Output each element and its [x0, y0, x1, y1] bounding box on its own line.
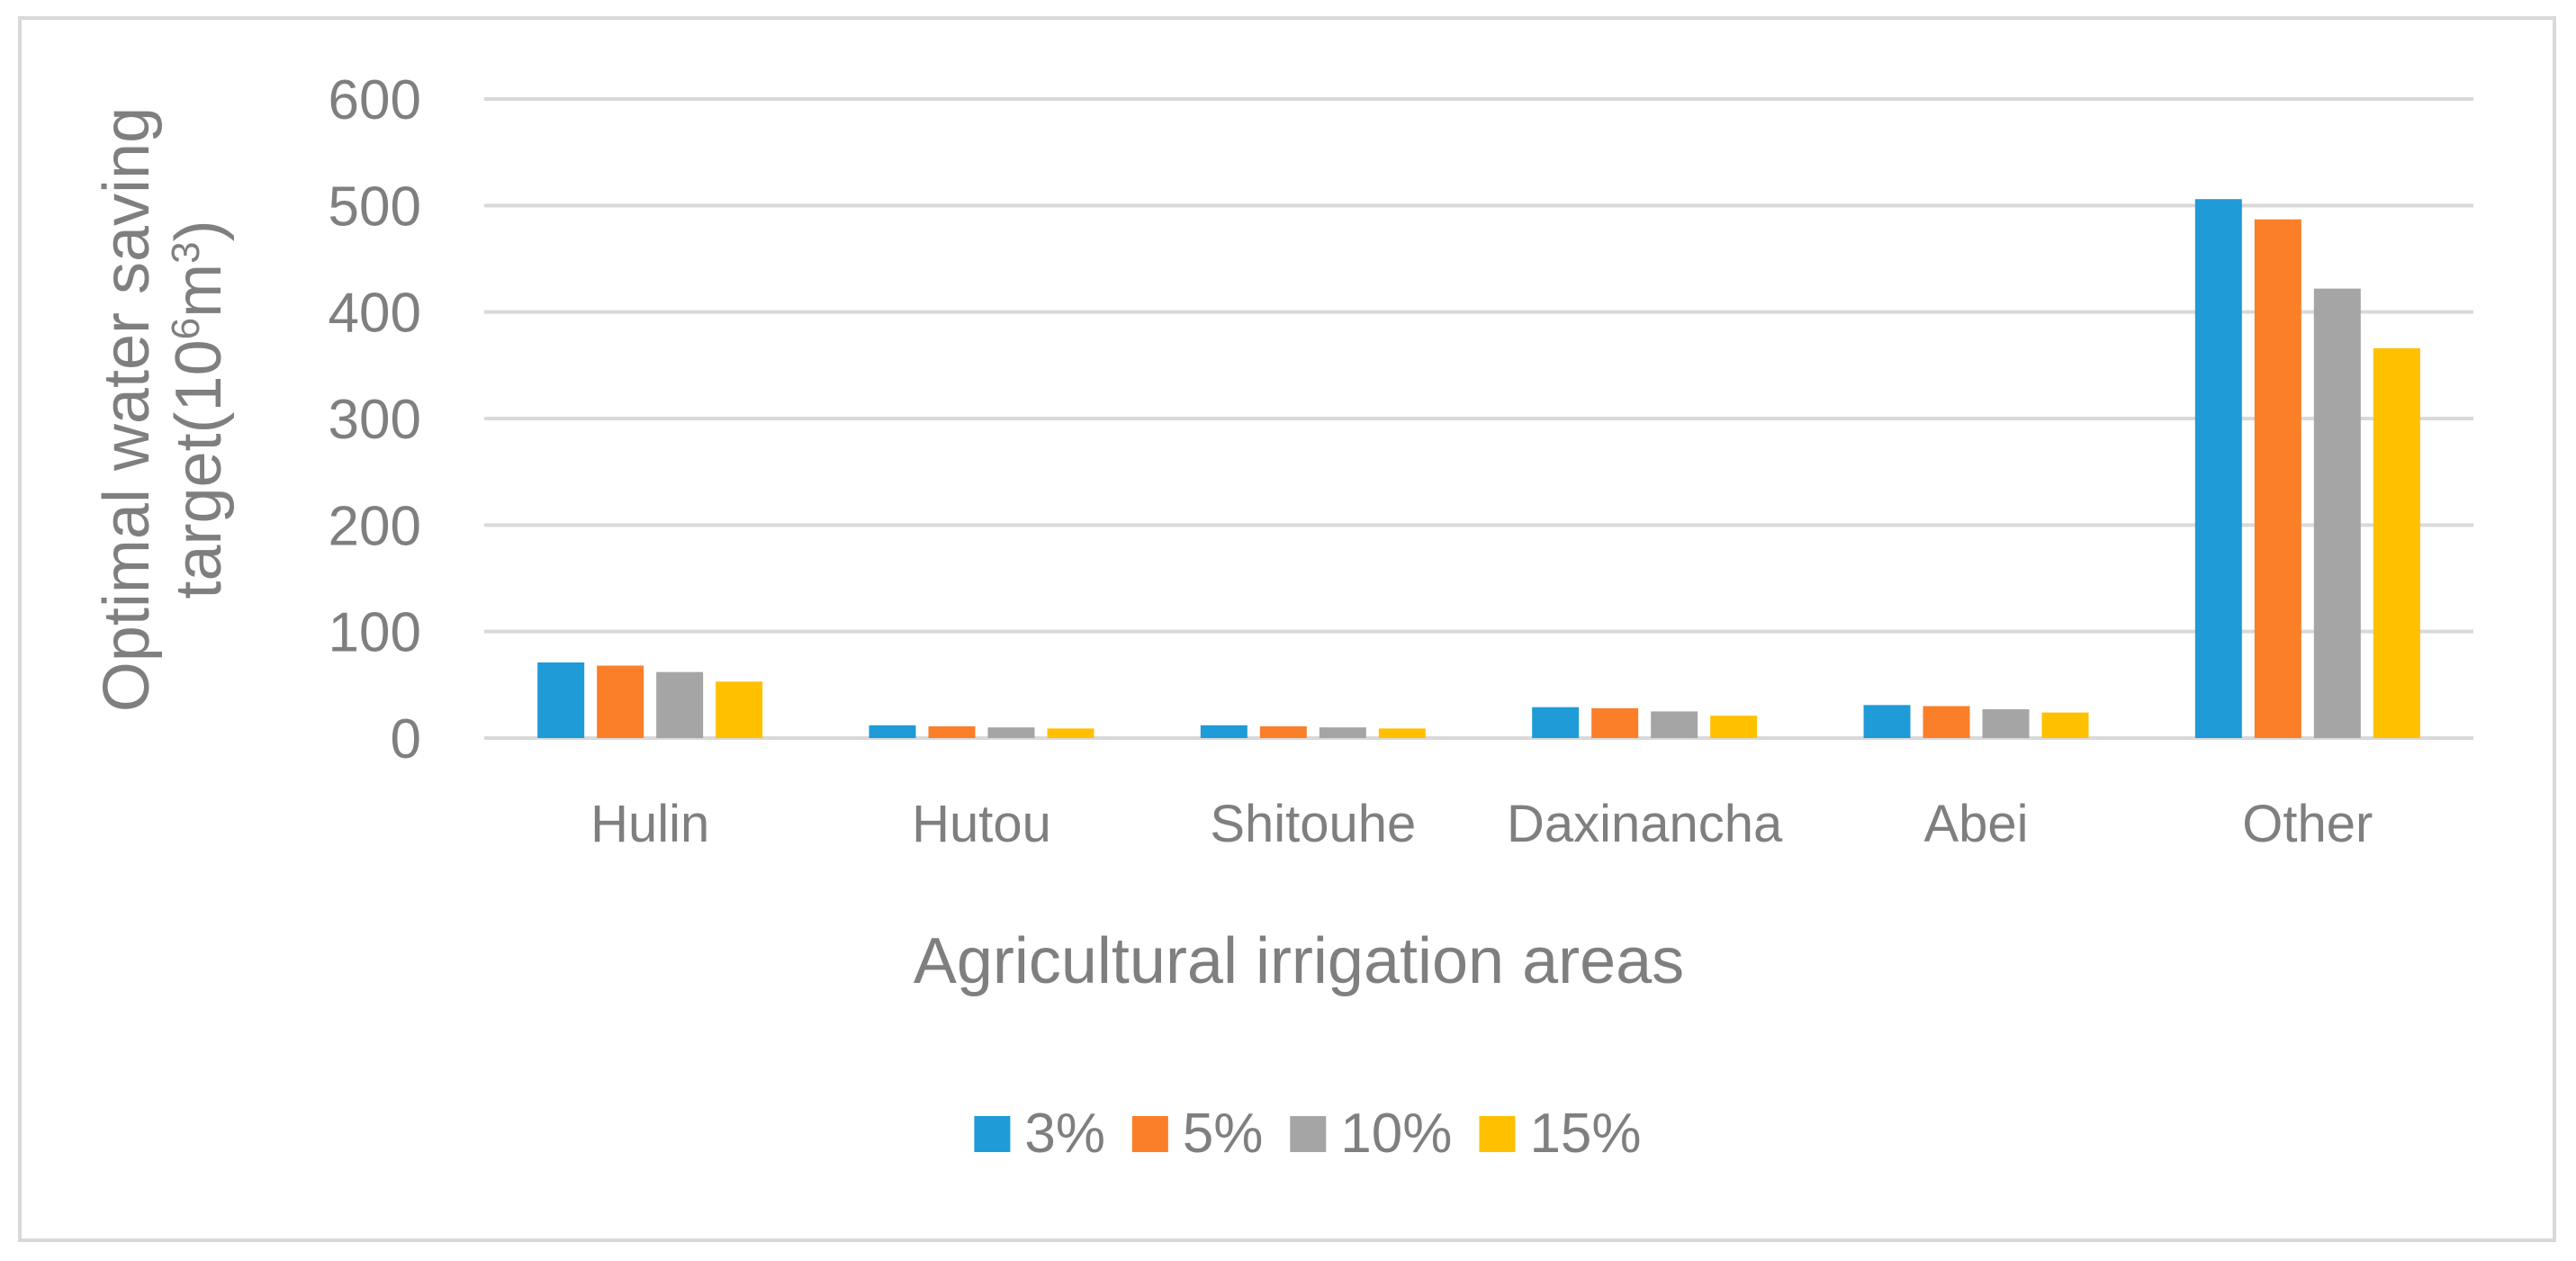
y-tick-label: 300 — [329, 389, 421, 451]
bar-shitouhe-10pct — [1319, 727, 1366, 738]
legend: 3% 5% 10% 15% — [974, 1103, 1642, 1165]
y-axis-title-suffix: ) — [163, 220, 235, 241]
x-category-label: Shitouhe — [1210, 795, 1416, 853]
bar-hutou-15pct — [1047, 728, 1094, 738]
y-axis-ticks: 0 100 200 300 400 500 600 — [329, 69, 421, 770]
y-axis-title-mid: m — [163, 264, 235, 318]
chart-frame — [18, 16, 2556, 1242]
bar-daxinancha-3pct — [1532, 707, 1580, 738]
bar-other-5pct — [2254, 219, 2301, 738]
legend-label: 5% — [1183, 1103, 1264, 1165]
bar-abei-5pct — [1923, 706, 1970, 738]
y-tick-label: 400 — [329, 283, 421, 345]
y-axis-title-prefix: target(10 — [163, 339, 235, 599]
bar-other-10pct — [2313, 288, 2361, 738]
y-axis-title-line1: Optimal water saving — [91, 107, 163, 712]
x-category-label: Abei — [1923, 795, 2028, 853]
bar-hulin-5pct — [597, 665, 644, 738]
bar-daxinancha-5pct — [1591, 707, 1639, 738]
bar-hutou-5pct — [928, 725, 976, 738]
x-category-label: Other — [2242, 795, 2373, 853]
y-axis-title-sup2: 3 — [164, 241, 208, 263]
y-tick-label: 500 — [329, 176, 421, 238]
y-tick-label: 200 — [329, 495, 421, 557]
bar-hulin-15pct — [716, 681, 763, 738]
bar-daxinancha-10pct — [1651, 711, 1698, 738]
y-axis-title-line2: target(106m3) — [163, 220, 235, 599]
legend-label: 3% — [1024, 1103, 1105, 1165]
bar-hulin-3pct — [537, 662, 585, 738]
bar-hulin-10pct — [656, 671, 704, 738]
bar-abei-3pct — [1863, 705, 1911, 738]
y-tick-label: 0 — [391, 708, 421, 770]
legend-swatch — [1131, 1116, 1168, 1152]
x-axis-categories: Hulin Hutou Shitouhe Daxinancha Abei Other — [590, 795, 2373, 853]
bar-hutou-3pct — [869, 725, 916, 738]
bar-shitouhe-15pct — [1378, 728, 1426, 738]
bar-hutou-10pct — [987, 727, 1035, 738]
legend-swatch — [1290, 1116, 1327, 1152]
x-axis-title: Agricultural irrigation areas — [914, 925, 1684, 997]
y-tick-label: 600 — [329, 69, 421, 131]
gridlines — [484, 97, 2473, 740]
bar-other-15pct — [2373, 347, 2420, 738]
bar-shitouhe-3pct — [1200, 725, 1247, 738]
bars — [537, 199, 2420, 738]
x-category-label: Daxinancha — [1507, 795, 1783, 853]
bar-other-3pct — [2194, 199, 2242, 738]
x-category-label: Hutou — [912, 795, 1051, 853]
bar-daxinancha-15pct — [1710, 716, 1758, 738]
legend-label: 15% — [1529, 1103, 1641, 1165]
legend-swatch — [974, 1116, 1011, 1152]
legend-swatch — [1479, 1116, 1516, 1152]
bar-abei-10pct — [1982, 709, 2030, 738]
bar-shitouhe-5pct — [1259, 725, 1307, 738]
y-axis-title-sup1: 6 — [164, 318, 208, 339]
y-axis-title: Optimal water saving target(106m3) — [91, 107, 235, 712]
legend-label: 10% — [1340, 1103, 1452, 1165]
bar-abei-15pct — [2041, 712, 2089, 738]
x-category-label: Hulin — [590, 795, 709, 853]
y-tick-label: 100 — [329, 602, 421, 664]
